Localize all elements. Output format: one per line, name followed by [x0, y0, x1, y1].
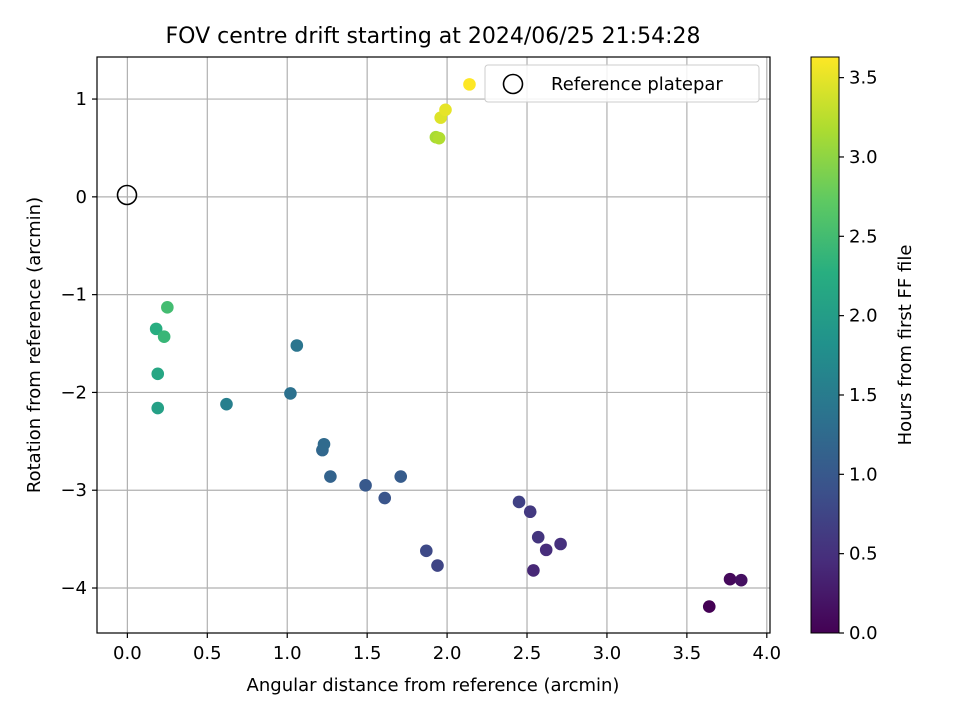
scatter-point [394, 470, 408, 483]
x-tick-label: 4.0 [752, 643, 781, 664]
scatter-point [290, 339, 304, 352]
scatter-point [161, 301, 174, 314]
x-tick-label: 1.0 [273, 643, 302, 664]
colorbar-ticks: 0.0 0.5 1.0 1.5 2.0 2.5 3.0 3.5 [839, 68, 878, 644]
y-axis-ticks: −4 −3 −2 −1 0 1 [60, 89, 97, 599]
colorbar-tick-label: 2.0 [849, 306, 878, 327]
legend: Reference platepar [484, 64, 760, 103]
colorbar-tick-label: 1.5 [849, 385, 878, 406]
scatter-point [539, 543, 553, 557]
scatter-point [523, 505, 537, 519]
x-axis-ticks: 0.0 0.5 1.0 1.5 2.0 2.5 3.0 3.5 4.0 [113, 633, 781, 664]
x-tick-label: 3.0 [593, 643, 622, 664]
scatter-point [432, 131, 446, 145]
y-tick-label: −2 [60, 382, 87, 403]
scatter-point [149, 322, 163, 336]
scatter-point [431, 559, 444, 572]
legend-entry-reference-platepar: Reference platepar [551, 74, 723, 95]
scatter-point [284, 387, 297, 400]
x-tick-label: 1.5 [353, 643, 382, 664]
scatter-point [527, 564, 540, 577]
scatter-point [324, 470, 337, 483]
y-tick-label: 0 [76, 187, 87, 208]
plot-frame [96, 56, 771, 634]
scatter-point [378, 491, 392, 505]
x-tick-label: 2.0 [433, 643, 462, 664]
grid-lines [97, 57, 770, 633]
scatter-point [734, 573, 748, 587]
reference-marker [116, 184, 138, 206]
scatter-point [220, 397, 233, 411]
scatter-point [359, 479, 372, 492]
scatter-point [512, 495, 526, 509]
legend-box [484, 64, 760, 103]
y-tick-label: −1 [60, 285, 87, 306]
scatter-point [420, 544, 433, 558]
data-points [149, 78, 748, 613]
x-tick-label: 0.5 [193, 643, 222, 664]
chart-title: FOV centre drift starting at 2024/06/25 … [166, 24, 701, 49]
colorbar-tick-label: 0.0 [849, 623, 878, 644]
scatter-point [554, 537, 567, 551]
y-axis-label: Rotation from reference (arcmin) [24, 197, 45, 493]
x-tick-label: 2.5 [513, 643, 542, 664]
scatter-point [151, 367, 165, 381]
colorbar [810, 56, 840, 634]
x-axis-label: Angular distance from reference (arcmin) [247, 675, 620, 696]
colorbar-label: Hours from first FF file [895, 245, 916, 446]
y-tick-label: −3 [60, 480, 87, 501]
colorbar-tick-label: 1.0 [849, 464, 878, 485]
scatter-point [157, 330, 171, 343]
scatter-point [702, 600, 716, 613]
scatter-point [723, 572, 737, 586]
x-tick-label: 3.5 [673, 643, 702, 664]
y-tick-label: 1 [76, 89, 87, 110]
scatter-point [531, 530, 545, 544]
legend-marker [502, 73, 524, 95]
scatter-point [151, 401, 165, 415]
scatter-point [317, 437, 331, 451]
scatter-point [463, 78, 476, 91]
x-tick-label: 0.0 [113, 643, 142, 664]
colorbar-tick-label: 0.5 [849, 544, 878, 565]
colorbar-tick-label: 2.5 [849, 226, 878, 247]
colorbar-tick-label: 3.5 [849, 68, 878, 89]
scatter-point [439, 103, 452, 117]
y-tick-label: −4 [60, 578, 87, 599]
colorbar-tick-label: 3.0 [849, 147, 878, 168]
